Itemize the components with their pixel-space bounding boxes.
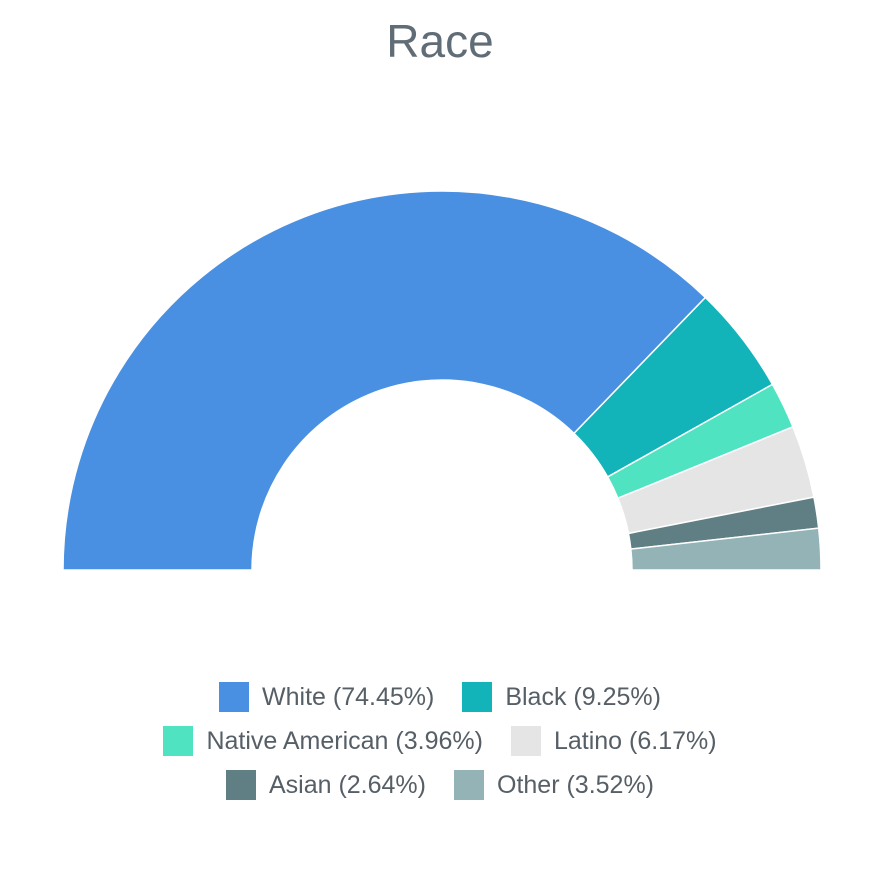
legend-swatch: [454, 770, 484, 800]
legend-swatch: [462, 682, 493, 712]
legend-item-white[interactable]: White (74.45%): [219, 682, 434, 712]
legend-swatch: [510, 726, 541, 756]
legend-label: Other (3.52%): [497, 770, 655, 799]
legend-label: Black (9.25%): [505, 682, 661, 711]
legend-item-latino[interactable]: Latino (6.17%): [510, 726, 717, 756]
legend-swatch: [219, 682, 250, 712]
slice-other[interactable]: [630, 527, 822, 571]
legend-item-other[interactable]: Other (3.52%): [454, 770, 654, 800]
chart-title: Race: [386, 15, 494, 67]
legend-label: Latino (6.17%): [553, 726, 717, 755]
legend-row: Native American (3.96%) Latino (6.17%): [0, 719, 880, 763]
legend-label: Asian (2.64%): [268, 770, 426, 799]
legend-item-native-american[interactable]: Native American (3.96%): [163, 726, 483, 756]
legend-label: White (74.45%): [262, 682, 435, 711]
legend-item-black[interactable]: Black (9.25%): [462, 682, 661, 712]
legend-swatch: [163, 726, 194, 756]
legend-row: Asian (2.64%) Other (3.52%): [0, 763, 880, 807]
legend-label: Native American (3.96%): [206, 726, 483, 755]
legend-swatch: [225, 770, 256, 800]
legend: White (74.45%) Black (9.25%) Native Americ…: [0, 675, 880, 807]
legend-row: White (74.45%) Black (9.25%): [0, 675, 880, 719]
legend-item-asian[interactable]: Asian (2.64%): [225, 770, 426, 800]
slice-white[interactable]: [62, 190, 707, 571]
